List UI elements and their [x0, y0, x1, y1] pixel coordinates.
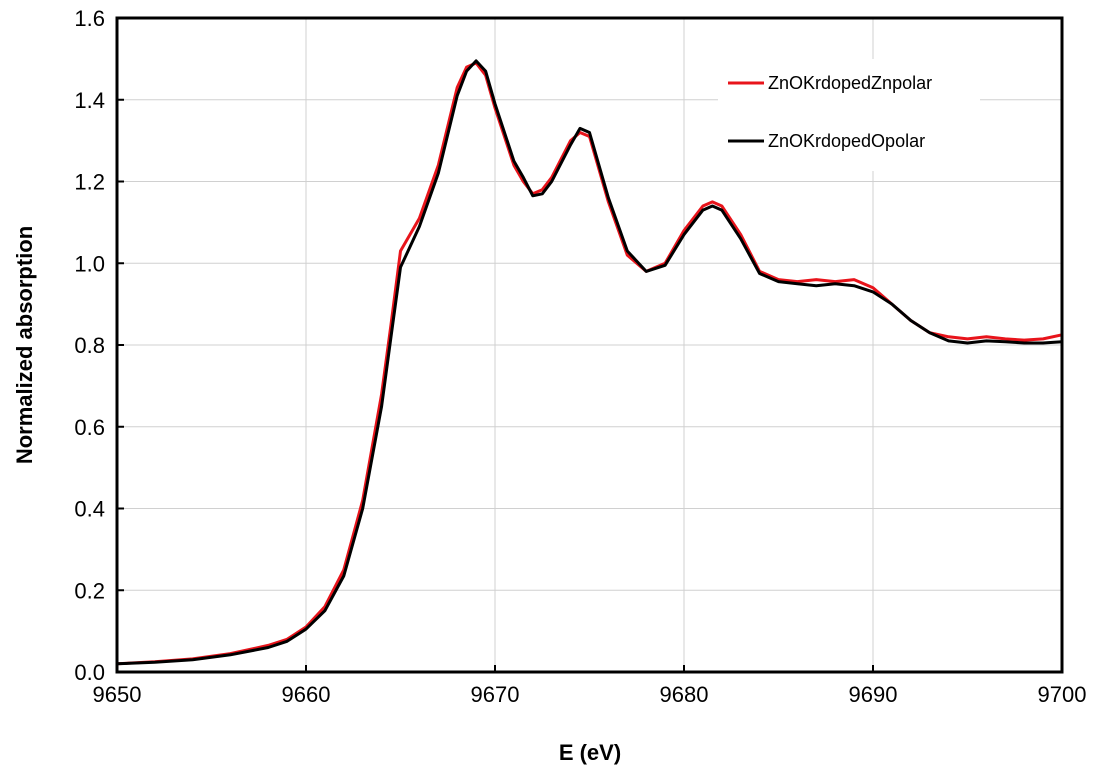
legend-label: ZnOKrdopedOpolar — [768, 131, 925, 151]
series-layer — [115, 59, 1064, 666]
legend-box — [718, 59, 980, 171]
x-tick-label: 9650 — [93, 682, 142, 707]
y-tick-label: 0.6 — [74, 415, 105, 440]
y-axis-title: Normalized absorption — [12, 226, 37, 464]
x-tick-label: 9670 — [471, 682, 520, 707]
y-tick-label: 1.0 — [74, 251, 105, 276]
series-line-2 — [115, 59, 1064, 666]
y-tick-label: 1.2 — [74, 170, 105, 195]
x-tick-label: 9690 — [849, 682, 898, 707]
legend: ZnOKrdopedZnpolar ZnOKrdopedOpolar — [718, 59, 980, 171]
y-tick-label: 1.6 — [74, 6, 105, 31]
y-axis-ticks: 0.0 0.2 0.4 0.6 0.8 1.0 1.2 1.4 1.6 — [74, 6, 124, 685]
x-axis-title: E (eV) — [559, 740, 621, 765]
y-tick-label: 0.4 — [74, 497, 105, 522]
y-tick-label: 0.2 — [74, 578, 105, 603]
x-tick-label: 9680 — [660, 682, 709, 707]
x-axis-ticks: 9650 9660 9670 9680 9690 9700 — [93, 665, 1087, 707]
x-tick-label: 9660 — [282, 682, 331, 707]
x-tick-label: 9700 — [1038, 682, 1087, 707]
y-tick-label: 0.0 — [74, 660, 105, 685]
grid-layer — [117, 18, 1062, 672]
y-tick-label: 1.4 — [74, 88, 105, 113]
legend-label: ZnOKrdopedZnpolar — [768, 73, 932, 93]
y-tick-label: 0.8 — [74, 333, 105, 358]
